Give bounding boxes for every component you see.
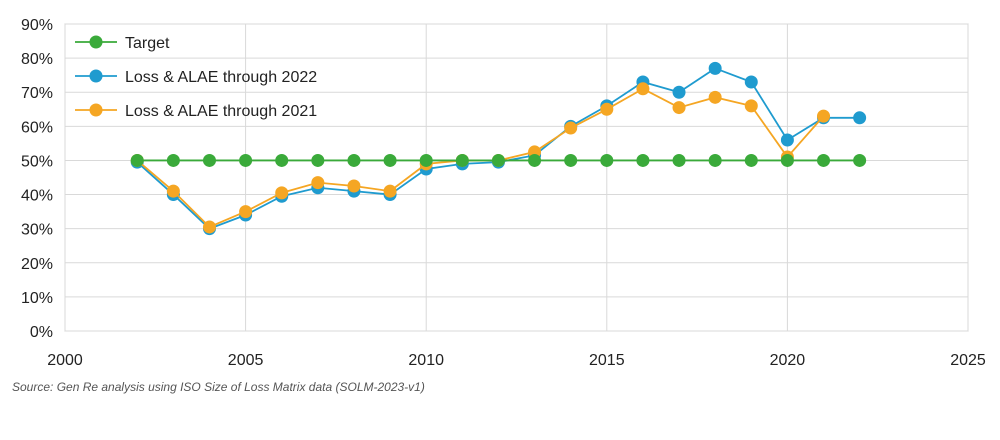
data-point-target [166,153,180,167]
data-point-loss-alae-through-2021 [817,109,831,123]
data-point-target [672,153,686,167]
data-point-loss-alae-through-2021 [311,176,325,190]
x-tick-label: 2000 [47,352,83,369]
data-point-target [528,153,542,167]
data-point-target [419,153,433,167]
y-tick-label: 0% [30,324,53,341]
legend-label-loss-alae-through-2022: Loss & ALAE through 2022 [125,69,317,86]
data-point-loss-alae-through-2021 [275,186,289,200]
data-point-loss-alae-through-2021 [708,90,722,104]
data-point-target [383,153,397,167]
data-point-target [564,153,578,167]
y-tick-label: 70% [21,85,53,102]
data-point-loss-alae-through-2021 [600,102,614,116]
data-point-loss-alae-through-2021 [672,101,686,115]
data-point-target [202,153,216,167]
y-tick-label: 40% [21,188,53,205]
legend-marker-loss-alae-through-2021 [89,103,103,117]
x-tick-label: 2005 [228,352,264,369]
legend-label-target: Target [125,35,170,52]
data-point-target [275,153,289,167]
legend-marker-target [89,35,103,49]
data-point-loss-alae-through-2021 [383,184,397,198]
y-tick-label: 30% [21,222,53,239]
data-point-loss-alae-through-2022 [853,111,867,125]
y-tick-label: 10% [21,290,53,307]
data-point-loss-alae-through-2021 [202,220,216,234]
data-point-target [491,153,505,167]
y-tick-label: 50% [21,153,53,170]
data-point-loss-alae-through-2021 [636,82,650,96]
x-tick-label: 2015 [589,352,625,369]
y-tick-label: 60% [21,119,53,136]
x-tick-label: 2025 [950,352,986,369]
data-point-loss-alae-through-2021 [564,121,578,135]
data-point-target [600,153,614,167]
legend-marker-loss-alae-through-2022 [89,69,103,83]
data-point-target [311,153,325,167]
data-point-loss-alae-through-2021 [744,99,758,113]
data-point-target [708,153,722,167]
source-note: Source: Gen Re analysis using ISO Size o… [12,380,425,394]
data-point-target [130,153,144,167]
data-point-target [347,153,361,167]
y-tick-label: 20% [21,256,53,273]
data-point-loss-alae-through-2021 [166,184,180,198]
data-point-target [780,153,794,167]
y-tick-label: 80% [21,51,53,68]
x-tick-label: 2010 [408,352,444,369]
data-point-loss-alae-through-2021 [347,179,361,193]
data-point-target [853,153,867,167]
data-point-target [455,153,469,167]
data-point-target [817,153,831,167]
data-point-loss-alae-through-2022 [672,85,686,99]
data-point-target [239,153,253,167]
x-tick-label: 2020 [770,352,806,369]
data-point-loss-alae-through-2021 [239,205,253,219]
data-point-target [744,153,758,167]
data-point-loss-alae-through-2022 [708,61,722,75]
data-point-loss-alae-through-2022 [780,133,794,147]
data-point-target [636,153,650,167]
data-point-loss-alae-through-2022 [744,75,758,89]
legend-label-loss-alae-through-2021: Loss & ALAE through 2021 [125,103,317,120]
y-tick-label: 90% [21,17,53,34]
